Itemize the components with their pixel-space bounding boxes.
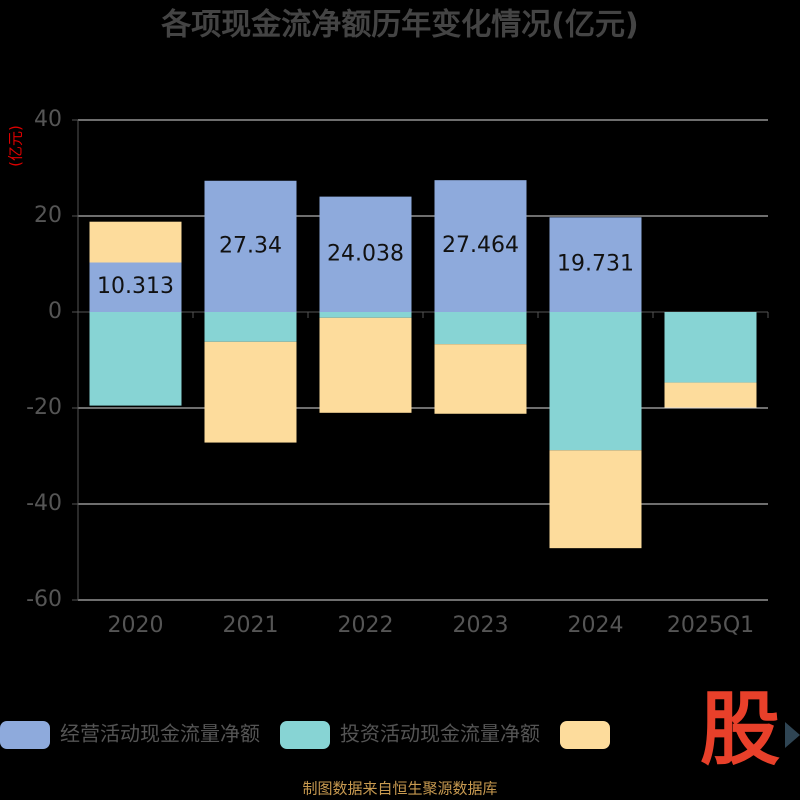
data-label: 19.731 (557, 252, 634, 277)
y-tick-label: 20 (34, 203, 62, 228)
bar-segment (204, 312, 297, 342)
bar-segment (664, 312, 757, 383)
y-tick-label: 0 (48, 299, 62, 324)
legend-label: 经营活动现金流量净额 (60, 722, 260, 746)
legend-arrow (785, 722, 800, 748)
bar-segment (549, 450, 642, 549)
bar-segment (204, 180, 297, 312)
bar-segment (664, 382, 757, 408)
y-tick-label: -20 (26, 395, 62, 420)
data-label: 24.038 (327, 241, 404, 266)
y-tick-label: 40 (34, 107, 62, 132)
legend-swatch (0, 721, 50, 749)
legend-label: 投资活动现金流量净额 (340, 722, 540, 746)
x-tick-label: 2023 (453, 613, 509, 638)
x-tick-label: 2024 (568, 613, 624, 638)
data-label: 10.313 (97, 274, 174, 299)
y-axis-label: (亿元) (7, 125, 25, 167)
watermark: 股 (700, 683, 780, 776)
bar-segment (319, 196, 412, 312)
y-tick-label: -40 (26, 491, 62, 516)
bar-segment (549, 312, 642, 451)
legend-swatch (560, 721, 610, 749)
bar-segment (204, 341, 297, 443)
bar-segment (434, 180, 527, 312)
x-tick-label: 2022 (338, 613, 394, 638)
bar-segment (319, 312, 412, 318)
bar-segment (89, 262, 182, 312)
bar-segment (549, 217, 642, 312)
bar-segment (434, 312, 527, 345)
x-tick-label: 2021 (223, 613, 279, 638)
data-label: 27.34 (219, 233, 282, 258)
legend-swatch (280, 721, 330, 749)
bar-segment (319, 317, 412, 413)
x-tick-label: 2025Q1 (667, 613, 754, 638)
x-tick-label: 2020 (108, 613, 164, 638)
y-tick-label: -60 (26, 587, 62, 612)
source-note: 制图数据来自恒生聚源数据库 (302, 780, 497, 798)
bar-segment (89, 312, 182, 406)
chart-title: 各项现金流净额历年变化情况(亿元) (160, 8, 638, 43)
bar-segment (89, 221, 182, 263)
bar-segment (434, 344, 527, 414)
data-label: 27.464 (442, 233, 519, 258)
